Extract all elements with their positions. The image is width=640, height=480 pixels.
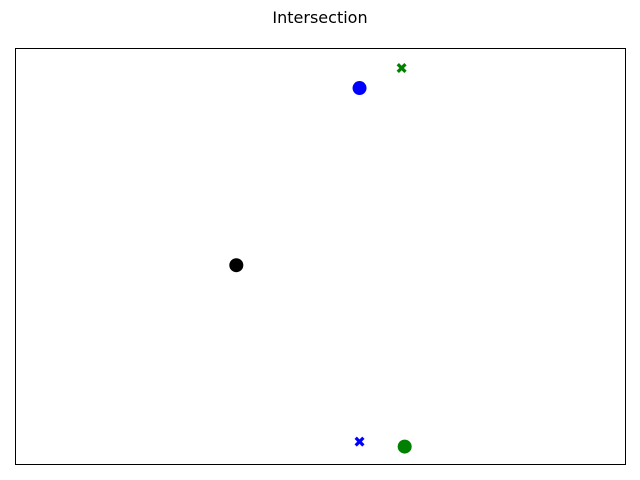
data-point-circle-0 bbox=[229, 258, 244, 273]
data-point-circle-4 bbox=[397, 439, 412, 454]
plot-area-frame bbox=[15, 48, 626, 465]
data-point-circle-1 bbox=[352, 81, 367, 96]
data-point-x-2 bbox=[396, 63, 407, 74]
chart-title: Intersection bbox=[272, 8, 368, 27]
data-points bbox=[229, 63, 412, 454]
data-point-x-3 bbox=[354, 436, 365, 447]
